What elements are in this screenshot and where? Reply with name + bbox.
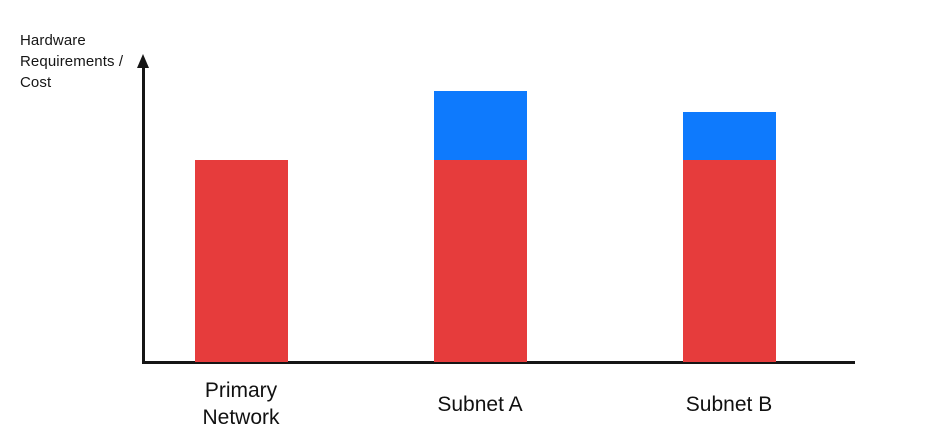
y-axis-title: Hardware Requirements / Cost [20,32,124,91]
bar-segment-red-base-segment-subnet-a [433,160,527,362]
bar-segment-red-base-segment-primary-network [194,160,288,362]
y-axis-arrowhead-icon [136,54,149,68]
y-axis-line [142,64,145,364]
x-tick-label-subnet-a: Subnet A [437,392,523,416]
x-tick-label-primary-network: Primary Network [202,379,280,429]
x-axis-line [142,361,855,364]
bar-segment-blue-top-segment-subnet-a [433,91,527,160]
bar-segment-red-base-segment-subnet-b [682,160,776,362]
x-tick-label-subnet-b: Subnet B [685,392,773,416]
bar-segment-blue-top-segment-subnet-b [682,112,776,160]
